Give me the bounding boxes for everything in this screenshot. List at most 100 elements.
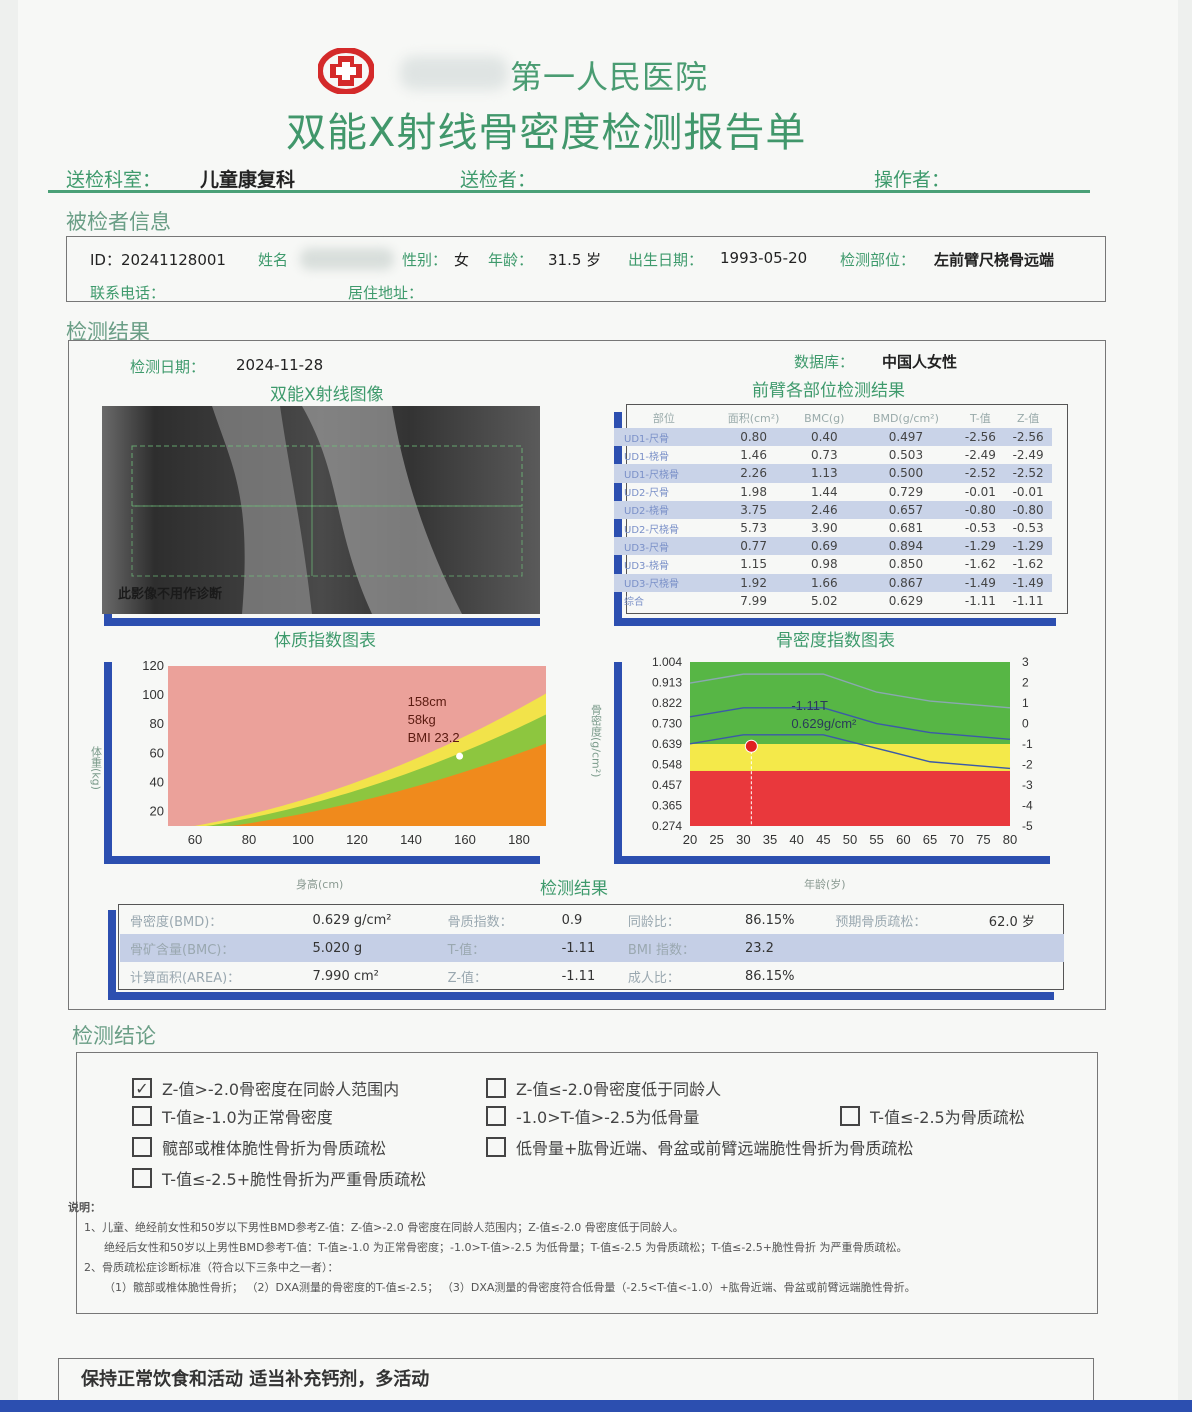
bmd-y-tick: 0.913 bbox=[652, 675, 682, 689]
cell-area: 0.80 bbox=[713, 428, 794, 447]
bmi-frame-bottom bbox=[104, 856, 540, 864]
bmd-y-tick: 0.730 bbox=[652, 717, 682, 731]
bmi-x-tick: 60 bbox=[188, 832, 202, 847]
bmi-xlabel: 身高(cm) bbox=[296, 878, 344, 891]
cell-z: -2.56 bbox=[1004, 428, 1052, 447]
cell-site: UD2-尺桡骨 bbox=[624, 524, 679, 536]
checkbox[interactable]: ✓ bbox=[132, 1078, 152, 1098]
summary-frame-bottom bbox=[108, 992, 1054, 1000]
option-label: T-值≤-2.5为骨质疏松 bbox=[870, 1108, 1025, 1127]
bmi-y-tick: 60 bbox=[150, 745, 164, 760]
sex-value: 女 bbox=[454, 251, 470, 269]
summary-value: 0.629 g/cm² bbox=[312, 912, 392, 928]
cell-t: -0.53 bbox=[964, 521, 996, 536]
cell-t: -1.29 bbox=[956, 537, 1005, 556]
cell-area: 7.99 bbox=[740, 593, 767, 608]
bmd-y-tick: 0.365 bbox=[652, 799, 682, 813]
cell-t: -1.49 bbox=[956, 573, 1005, 592]
bmd-x-tick: 35 bbox=[763, 832, 777, 847]
cell-z: -2.49 bbox=[1012, 448, 1044, 463]
sender-label: 送检者： bbox=[460, 169, 537, 191]
option-label: 低骨量+肱骨近端、骨盆或前臂远端脆性骨折为骨质疏松 bbox=[516, 1139, 914, 1158]
note-line-1: 1、儿童、绝经前女性和50岁以下男性BMD参考Z-值：Z-值>-2.0 骨密度在… bbox=[84, 1221, 684, 1234]
cell-site: UD1-尺桡骨 bbox=[614, 464, 714, 483]
summary-title: 检测结果 bbox=[540, 879, 608, 899]
table-header-5: Z-值 bbox=[1016, 412, 1040, 425]
option-label: 髋部或椎体脆性骨折为骨质疏松 bbox=[162, 1139, 387, 1158]
hospital-name-redacted bbox=[400, 56, 508, 90]
bmd-y-tick: 0.274 bbox=[652, 819, 682, 833]
cell-bmd: 0.681 bbox=[888, 521, 924, 536]
checkbox[interactable] bbox=[132, 1168, 152, 1188]
summary-label: 骨矿含量(BMC)： bbox=[120, 934, 303, 962]
summary-label: T-值： bbox=[437, 934, 552, 962]
red-cross-logo-icon bbox=[318, 48, 374, 94]
bmd-curve-upper bbox=[689, 673, 1011, 709]
bmi-chart-title: 体质指数图表 bbox=[274, 631, 376, 651]
bmd-marker-label: -1.11T bbox=[791, 698, 828, 713]
age-label: 年龄： bbox=[488, 251, 534, 269]
cell-t: -1.62 bbox=[964, 557, 996, 572]
bmd-chart: 20 25 30 35 40 45 50 55 60 65 70 75 800.2740.3650.45… bbox=[590, 655, 1033, 847]
note-line-2: 绝经后女性和50岁以上男性BMD参考T-值：T-值≥-1.0 为正常骨密度；-1… bbox=[104, 1241, 908, 1254]
table-header-row: 部位 面积(cm²) BMC(g) BMD(g/cm²) T-值 Z-值 bbox=[614, 408, 1052, 428]
age-value: 31.5 岁 bbox=[548, 251, 602, 269]
cell-t: -2.49 bbox=[964, 448, 996, 463]
conclusion-option[interactable]: T-值≤-2.5+脆性骨折为严重骨质疏松 bbox=[132, 1166, 426, 1190]
summary-label: 成人比： bbox=[627, 970, 680, 986]
summary-value: 23.2 bbox=[734, 934, 826, 962]
bmi-chart: 60 80 100 120 140 160 180 20 40 60 80 100 120 体重(kg) 1… bbox=[90, 658, 546, 847]
cell-bmc: 2.46 bbox=[793, 500, 856, 519]
conclusion-option[interactable]: T-值≥-1.0为正常骨密度 bbox=[132, 1104, 333, 1128]
conclusion-option[interactable]: ✓ Z-值>-2.0骨密度在同龄人范围内 bbox=[132, 1076, 399, 1100]
cell-t: -2.52 bbox=[956, 464, 1005, 483]
checkbox[interactable] bbox=[132, 1106, 152, 1126]
conclusion-option[interactable]: T-值≤-2.5为骨质疏松 bbox=[840, 1104, 1025, 1128]
phone-label: 联系电话： bbox=[90, 284, 166, 302]
checkbox[interactable] bbox=[486, 1078, 506, 1098]
report-title: 双能X射线骨密度检测报告单 bbox=[286, 110, 807, 156]
table-row: UD1-桡骨 1.46 0.73 0.503 -2.49 -2.49 bbox=[614, 446, 1052, 464]
cell-z: -0.01 bbox=[1012, 484, 1044, 499]
name-label: 姓名 bbox=[258, 251, 289, 269]
table-row: UD3-尺桡骨 1.92 1.66 0.867 -1.49 -1.49 bbox=[614, 573, 1052, 592]
summary-frame-left bbox=[108, 910, 116, 998]
bmi-x-tick: 120 bbox=[346, 832, 368, 847]
summary-value bbox=[978, 934, 1064, 962]
bmi-y-tick: 100 bbox=[142, 687, 164, 702]
summary-value: -1.11 bbox=[561, 968, 596, 984]
conclusion-option[interactable]: -1.0>T-值>-2.5为低骨量 bbox=[486, 1104, 699, 1128]
summary-row: 骨密度(BMD)： 0.629 g/cm² 骨质指数： 0.9 同龄比： 86.15% 预期… bbox=[120, 906, 1064, 934]
table-title: 前臂各部位检测结果 bbox=[752, 381, 905, 401]
patient-id: ID：20241128001 bbox=[90, 251, 226, 269]
checkbox[interactable] bbox=[486, 1137, 506, 1157]
bmd-y2-tick: 1 bbox=[1022, 696, 1029, 710]
cell-z: -1.29 bbox=[1004, 537, 1052, 556]
site-value: 左前臂尺桡骨远端 bbox=[934, 251, 1055, 269]
checkbox[interactable] bbox=[486, 1106, 506, 1126]
conclusion-option[interactable]: Z-值≤-2.0骨密度低于同龄人 bbox=[486, 1076, 721, 1100]
bmd-y-tick: 1.004 bbox=[652, 655, 682, 669]
cell-bmc: 0.69 bbox=[793, 537, 856, 556]
cell-z: -0.80 bbox=[1004, 500, 1052, 519]
cell-area: 1.46 bbox=[740, 448, 767, 463]
cell-t: -0.80 bbox=[956, 500, 1005, 519]
cell-site: UD3-尺桡骨 bbox=[614, 573, 714, 592]
conclusion-option[interactable]: 髋部或椎体脆性骨折为骨质疏松 bbox=[132, 1135, 386, 1159]
cell-bmc: 1.66 bbox=[793, 573, 856, 592]
summary-value: 62.0 岁 bbox=[988, 914, 1035, 930]
table-header-1: 面积(cm²) bbox=[727, 412, 780, 425]
bmd-curve-mean bbox=[689, 707, 1011, 740]
bmd-y2-tick: -4 bbox=[1022, 799, 1033, 813]
cell-bmd: 0.850 bbox=[888, 557, 924, 572]
bmi-y-tick: 120 bbox=[142, 658, 164, 673]
option-label: Z-值≤-2.0骨密度低于同龄人 bbox=[516, 1080, 722, 1099]
date-value: 2024-11-28 bbox=[236, 356, 324, 374]
checkbox[interactable] bbox=[840, 1106, 860, 1126]
patient-name-redacted bbox=[300, 248, 394, 270]
checkbox[interactable] bbox=[132, 1137, 152, 1157]
conclusion-option[interactable]: 低骨量+肱骨近端、骨盆或前臂远端脆性骨折为骨质疏松 bbox=[486, 1135, 913, 1159]
cell-bmd: 0.503 bbox=[888, 448, 924, 463]
cell-site: UD3-桡骨 bbox=[624, 560, 669, 572]
cell-bmd: 0.894 bbox=[855, 537, 957, 556]
